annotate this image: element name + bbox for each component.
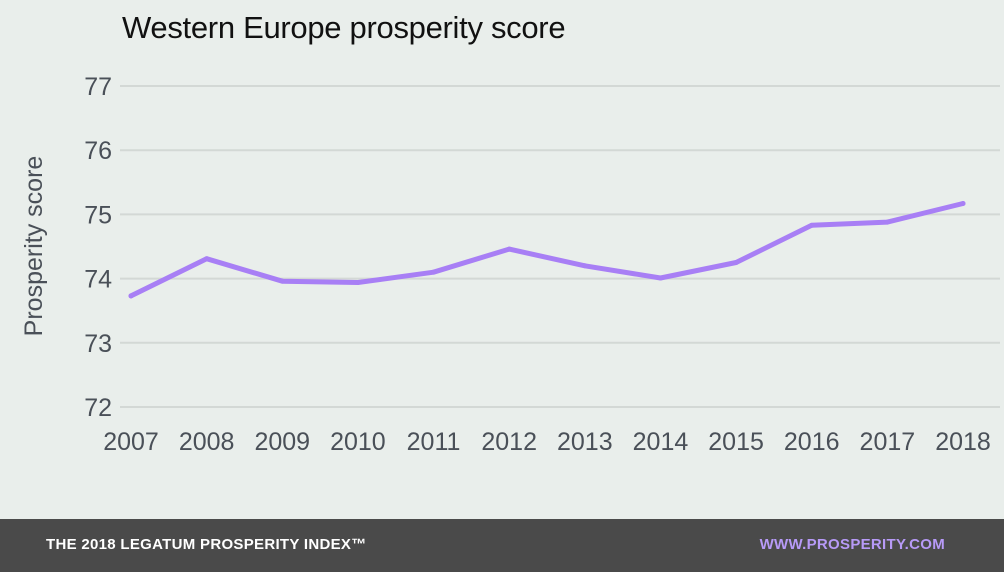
data-point xyxy=(128,293,134,299)
data-point xyxy=(733,260,739,266)
y-tick-label: 76 xyxy=(84,137,112,165)
footer-website-link[interactable]: WWW.PROSPERITY.COM xyxy=(759,536,945,553)
x-tick-label: 2009 xyxy=(254,428,310,456)
footer-index-name: THE 2018 LEGATUM PROSPERITY INDEX™ xyxy=(46,536,367,553)
line-chart: 72 73 74 75 76 77 2007 2008 2009 2010 2011 2012 201… xyxy=(20,73,1000,456)
data-point xyxy=(204,256,210,262)
y-tick-label: 73 xyxy=(84,330,112,358)
data-point xyxy=(355,279,361,285)
data-point xyxy=(657,275,663,281)
y-tick-label: 72 xyxy=(84,394,112,422)
data-point xyxy=(809,222,815,228)
x-tick-label: 2008 xyxy=(179,428,235,456)
x-tick-label: 2007 xyxy=(103,428,159,456)
x-tick-label: 2011 xyxy=(407,428,461,456)
data-point xyxy=(960,200,966,206)
x-tick-label: 2013 xyxy=(557,428,613,456)
data-point xyxy=(279,278,285,284)
series-layer xyxy=(128,200,966,299)
data-point xyxy=(582,263,588,269)
chart-title: Western Europe prosperity score xyxy=(122,10,566,45)
x-tick-label: 2014 xyxy=(633,428,689,456)
data-point xyxy=(884,219,890,225)
y-tick-label: 77 xyxy=(84,73,112,101)
footer: THE 2018 LEGATUM PROSPERITY INDEX™ WWW.P… xyxy=(0,519,1004,572)
x-tick-label: 2015 xyxy=(708,428,764,456)
data-point xyxy=(431,269,437,275)
y-tick-label: 74 xyxy=(84,266,112,294)
data-point xyxy=(506,246,512,252)
x-tick-label: 2012 xyxy=(481,428,537,456)
series-line xyxy=(128,201,966,299)
y-tick-label: 75 xyxy=(84,201,112,229)
x-tick-labels: 2007 2008 2009 2010 2011 2012 2013 2014 2015 2016… xyxy=(103,428,991,456)
x-tick-label: 2017 xyxy=(860,428,916,456)
x-tick-label: 2016 xyxy=(784,428,840,456)
x-tick-label: 2018 xyxy=(935,428,991,456)
x-tick-label: 2010 xyxy=(330,428,386,456)
gridlines xyxy=(120,85,1000,408)
y-axis-label: Prosperity score xyxy=(20,156,48,337)
y-tick-labels: 72 73 74 75 76 77 xyxy=(84,73,112,422)
